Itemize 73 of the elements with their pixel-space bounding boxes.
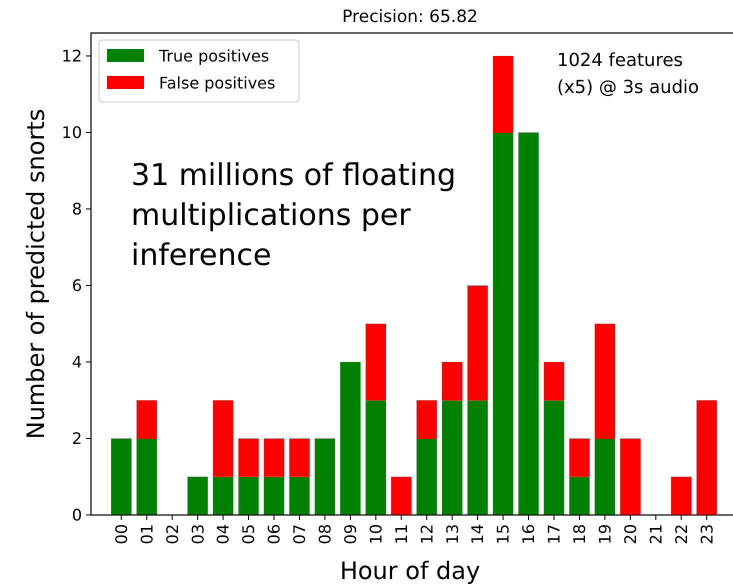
bar bbox=[366, 324, 386, 400]
bar bbox=[289, 438, 310, 477]
x-tick-label: 12 bbox=[417, 524, 436, 544]
y-tick-label: 2 bbox=[72, 429, 82, 448]
x-tick-label: 15 bbox=[494, 524, 513, 544]
bar bbox=[264, 438, 284, 477]
y-tick-label: 4 bbox=[72, 352, 82, 372]
x-tick-label: 09 bbox=[340, 524, 360, 544]
annotation: 31 millions of floating multiplications per inference bbox=[131, 158, 456, 273]
bar bbox=[569, 476, 590, 515]
x-tick-label: 16 bbox=[519, 524, 538, 544]
bar bbox=[696, 400, 717, 515]
x-tick-label: 03 bbox=[188, 524, 208, 544]
bar bbox=[136, 400, 157, 438]
bar bbox=[544, 362, 564, 400]
bar bbox=[442, 362, 462, 400]
bar bbox=[620, 438, 641, 515]
chart-title: Precision: 65.82 bbox=[342, 7, 478, 27]
x-tick-label: 18 bbox=[570, 524, 590, 544]
x-axis-title: Hour of day bbox=[340, 557, 480, 585]
bar bbox=[594, 438, 616, 515]
bar bbox=[136, 438, 157, 515]
x-tick-label: 20 bbox=[620, 524, 640, 544]
bar bbox=[314, 438, 336, 515]
x-tick-label: 04 bbox=[214, 524, 233, 544]
bar bbox=[212, 400, 234, 477]
x-tick-label: 05 bbox=[239, 524, 258, 544]
x-tick-label: 23 bbox=[697, 524, 716, 544]
bar bbox=[416, 400, 437, 438]
bar bbox=[212, 476, 234, 515]
bar bbox=[111, 438, 132, 515]
bar bbox=[264, 476, 284, 515]
x-tick-label: 02 bbox=[162, 524, 182, 544]
y-axis-title: Number of predicted snorts bbox=[22, 108, 50, 440]
bar bbox=[594, 324, 616, 438]
bar bbox=[340, 362, 361, 515]
x-tick-label: 14 bbox=[468, 524, 488, 544]
x-tick-label: 17 bbox=[544, 524, 564, 544]
bar bbox=[518, 132, 539, 515]
bar bbox=[569, 438, 590, 477]
y-tick-label: 0 bbox=[72, 506, 82, 525]
y-tick-label: 8 bbox=[72, 200, 82, 219]
x-tick-label: 00 bbox=[112, 524, 131, 544]
x-tick-label: 19 bbox=[596, 524, 614, 544]
x-tick-label: 10 bbox=[366, 524, 386, 544]
y-tick-label: 12 bbox=[62, 46, 82, 66]
bar bbox=[289, 476, 310, 515]
x-tick-label: 13 bbox=[442, 524, 462, 544]
bar bbox=[467, 285, 488, 400]
bar bbox=[187, 476, 208, 515]
bar bbox=[492, 56, 514, 132]
bar bbox=[416, 438, 437, 515]
legend-label: False positives bbox=[159, 74, 276, 93]
bar bbox=[492, 132, 514, 515]
bar bbox=[366, 400, 386, 515]
bar bbox=[467, 400, 488, 515]
bar bbox=[442, 400, 462, 515]
x-tick-label: 21 bbox=[646, 524, 666, 544]
bar bbox=[544, 400, 564, 515]
x-tick-label: 22 bbox=[672, 524, 691, 544]
x-tick-label: 11 bbox=[392, 524, 411, 544]
x-tick-label: 01 bbox=[137, 524, 156, 544]
annotation: 1024 features (x5) @ 3s audio bbox=[557, 50, 700, 98]
legend-label: True positives bbox=[158, 46, 270, 66]
bar bbox=[238, 476, 259, 515]
bar bbox=[238, 438, 259, 477]
y-tick-label: 10 bbox=[62, 123, 82, 142]
y-tick-label: 6 bbox=[72, 276, 82, 296]
bar bbox=[671, 476, 692, 515]
bar bbox=[391, 476, 412, 515]
x-tick-label: 06 bbox=[264, 524, 284, 544]
x-tick-label: 07 bbox=[290, 524, 310, 544]
x-tick-label: 08 bbox=[316, 524, 335, 544]
